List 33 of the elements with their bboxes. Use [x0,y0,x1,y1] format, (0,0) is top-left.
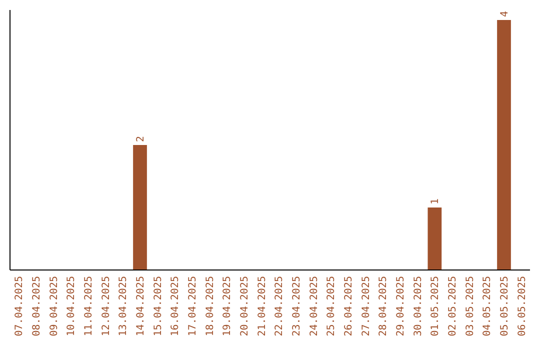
x-tick-label: 17.04.2025 [188,276,198,336]
x-tick-label: 30.04.2025 [412,276,424,336]
data-label: 2 [136,136,146,142]
x-tick-label: 24.04.2025 [308,276,320,336]
x-tick-label: 04.05.2025 [482,276,494,336]
x-tick-label: 02.05.2025 [448,276,458,336]
x-tick-label: 25.04.2025 [326,276,338,336]
x-tick-label: 20.04.2025 [240,276,250,336]
x-tick-label: 19.04.2025 [222,276,234,336]
x-tick-label: 29.04.2025 [396,276,406,336]
x-tick-label: 15.04.2025 [152,276,164,336]
x-tick-label: 14.04.2025 [136,276,146,336]
data-label: 4 [500,10,510,17]
x-tick-label: 27.04.2025 [360,276,372,336]
x-tick-label: 09.04.2025 [48,276,60,336]
x-tick-label: 21.04.2025 [256,276,268,336]
x-tick-label: 03.05.2025 [464,276,476,336]
x-tick-label: 16.04.2025 [170,276,182,336]
x-tick-label: 10.04.2025 [66,276,78,336]
x-tick-label: 05.05.2025 [500,276,510,336]
x-tick-label: 07.04.2025 [14,276,26,336]
x-tick-label: 18.04.2025 [204,276,216,336]
x-tick-label: 13.04.2025 [118,276,130,336]
data-label: 1 [430,198,442,204]
x-tick-label: 26.04.2025 [344,276,354,336]
x-tick-label: 08.04.2025 [32,276,42,336]
x-tick-label: 11.04.2025 [84,276,94,336]
x-tick-label: 01.05.2025 [430,276,442,336]
x-tick-label: 28.04.2025 [378,276,390,336]
x-tick-label: 22.04.2025 [274,276,286,336]
x-tick-label: 06.05.2025 [516,276,528,336]
x-tick-label: 12.04.2025 [100,276,112,336]
x-tick-label: 23.04.2025 [292,276,302,336]
